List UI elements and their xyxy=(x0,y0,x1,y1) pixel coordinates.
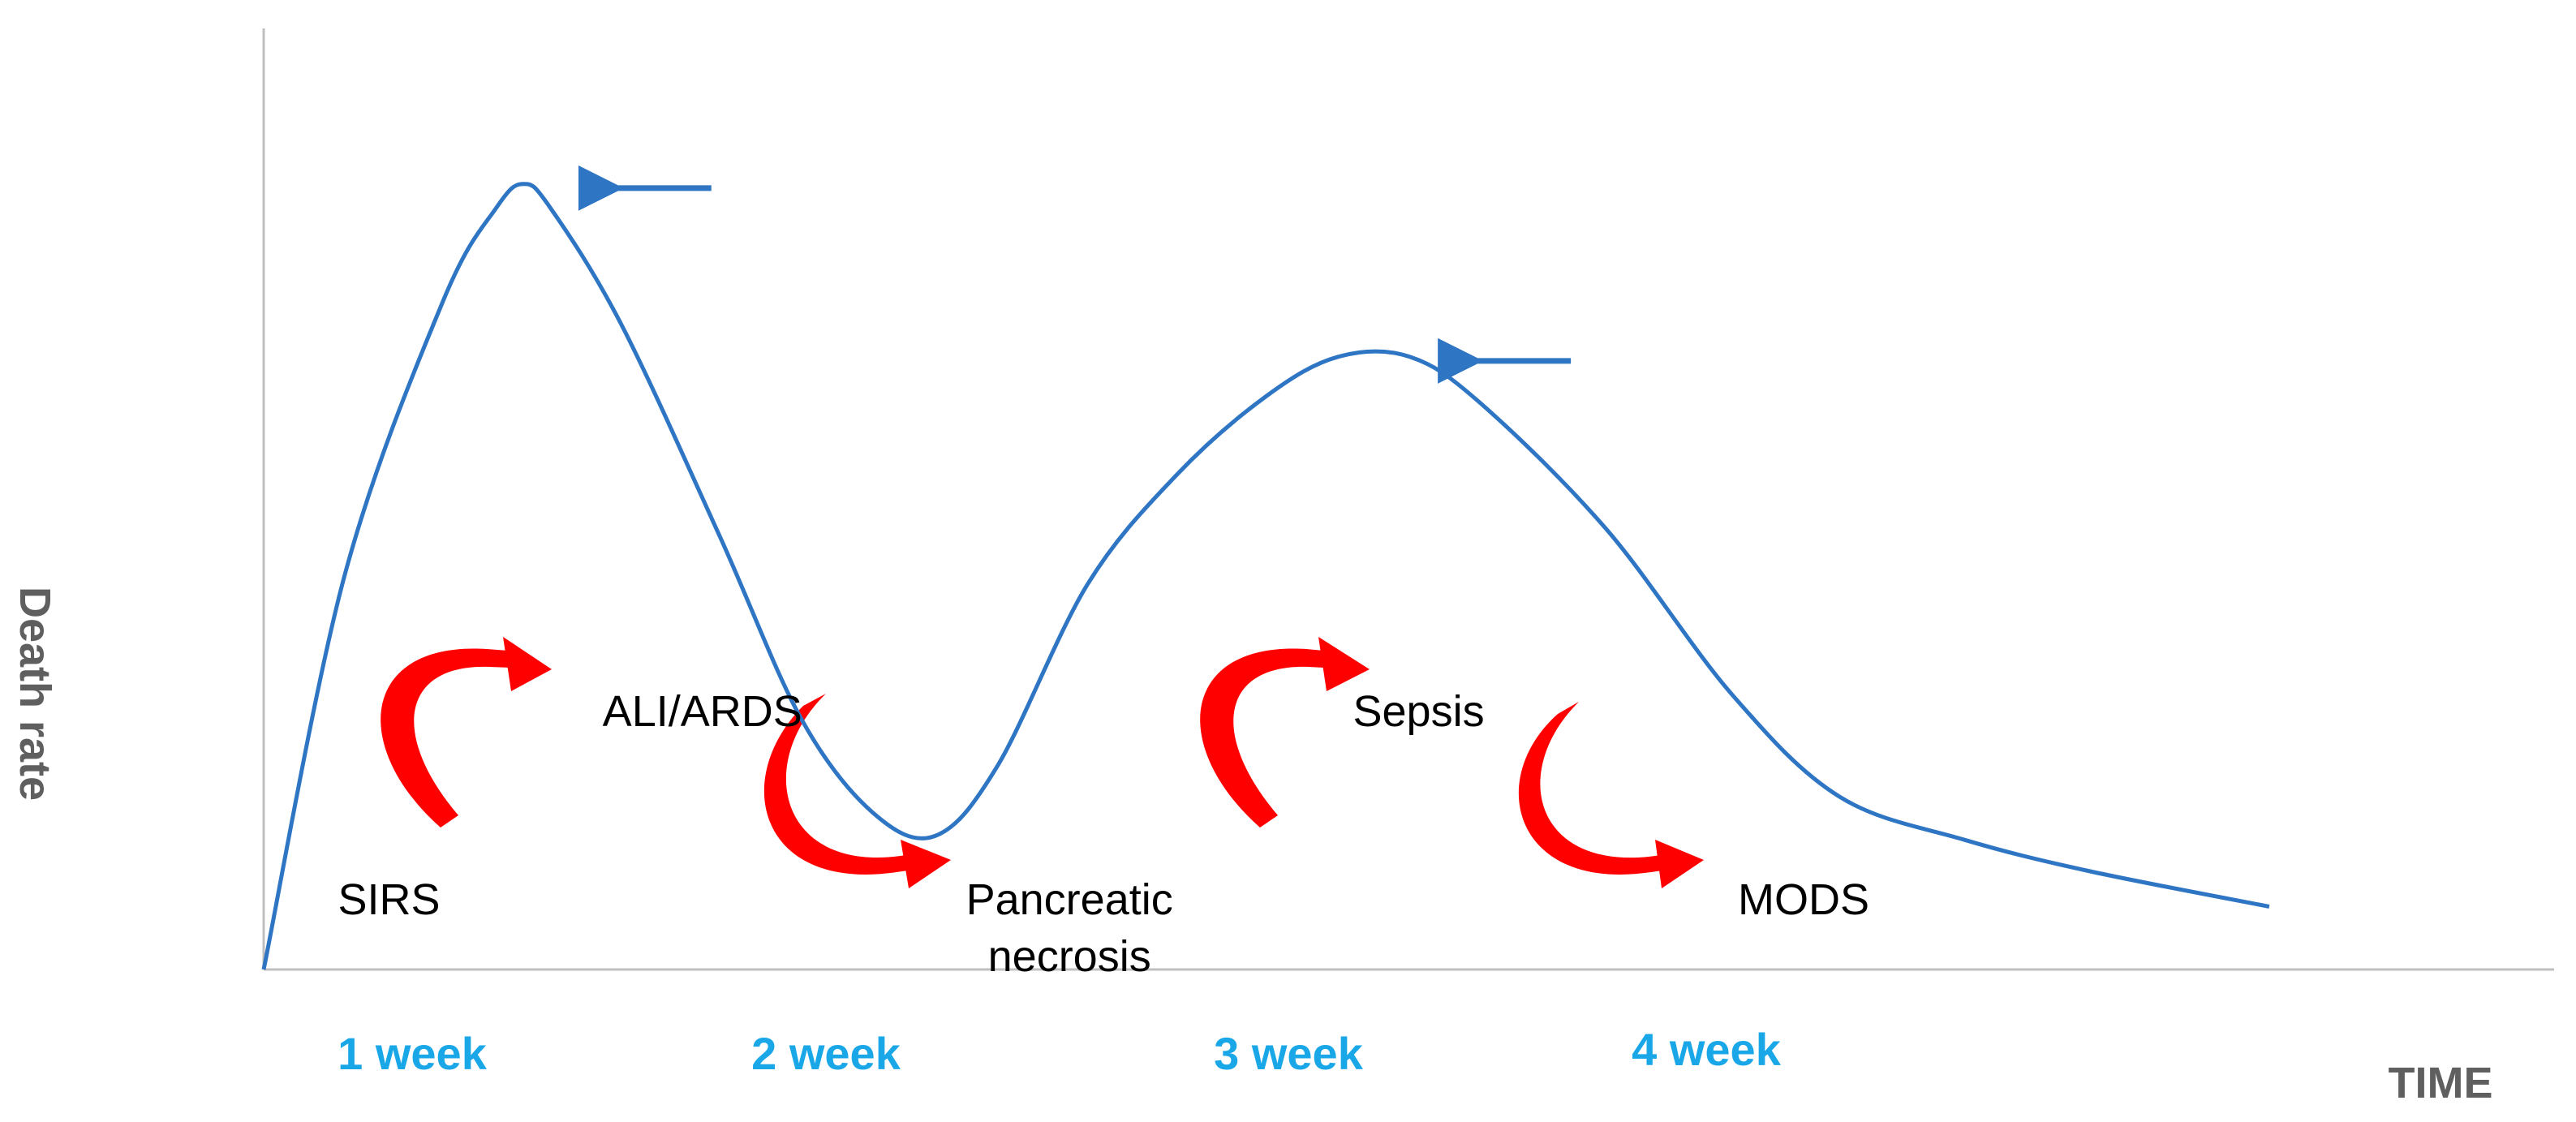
x-tick-label: 2 week xyxy=(751,1028,901,1079)
peak-arrows xyxy=(578,165,1572,384)
curved-arrow-icon xyxy=(1200,637,1370,828)
x-tick-label: 3 week xyxy=(1214,1028,1364,1079)
flow-arrows xyxy=(381,637,1704,888)
x-tick-label: 1 week xyxy=(338,1028,488,1079)
x-axis-title: TIME xyxy=(2389,1059,2493,1107)
stage-label: Sepsis xyxy=(1353,687,1484,736)
y-axis-title: Death rate xyxy=(11,587,59,801)
annotations: SIRS ALI/ARDS Pancreatic necrosis Sepsis MODS xyxy=(338,687,1869,981)
x-tick-label: 4 week xyxy=(1632,1024,1782,1075)
curved-arrow-icon xyxy=(1518,702,1704,888)
curved-arrow-icon xyxy=(763,694,951,888)
series-line xyxy=(261,182,2270,970)
stage-label: SIRS xyxy=(338,875,440,924)
curved-arrow-icon xyxy=(381,637,552,828)
stage-label: MODS xyxy=(1738,875,1869,924)
stage-label: Pancreatic necrosis xyxy=(966,875,1173,981)
stage-label: ALI/ARDS xyxy=(603,687,802,736)
